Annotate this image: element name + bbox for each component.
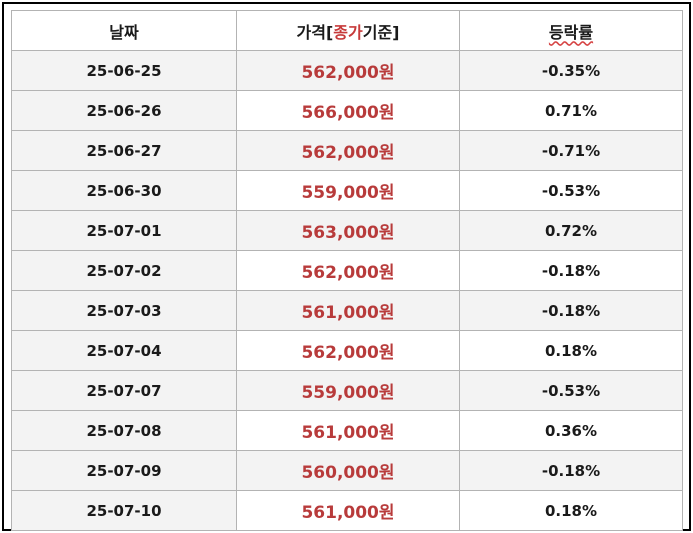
cell-date: 25-07-02 <box>11 250 237 291</box>
cell-change: -0.35% <box>459 50 683 91</box>
table-row: 25-07-07 559,000원 -0.53% <box>11 370 683 411</box>
table-row: 25-07-02 562,000원 -0.18% <box>11 250 683 291</box>
cell-change: 0.18% <box>459 330 683 371</box>
table-row: 25-07-08 561,000원 0.36% <box>11 410 683 451</box>
cell-date: 25-06-30 <box>11 170 237 211</box>
cell-price: 561,000원 <box>236 490 460 531</box>
header-date: 날짜 <box>11 10 237 51</box>
cell-date: 25-06-25 <box>11 50 237 91</box>
cell-date: 25-07-07 <box>11 370 237 411</box>
cell-change: 0.72% <box>459 210 683 251</box>
cell-price: 560,000원 <box>236 450 460 491</box>
cell-price: 559,000원 <box>236 370 460 411</box>
header-change: 등락률 <box>459 10 683 51</box>
cell-price: 562,000원 <box>236 330 460 371</box>
table-row: 25-07-04 562,000원 0.18% <box>11 330 683 371</box>
table-row: 25-07-03 561,000원 -0.18% <box>11 290 683 331</box>
table-row: 25-07-10 561,000원 0.18% <box>11 490 683 531</box>
header-price-accent: 종가 <box>333 22 363 42</box>
cell-date: 25-06-26 <box>11 90 237 131</box>
cell-date: 25-06-27 <box>11 130 237 171</box>
header-price-prefix: 가격[ <box>296 22 334 42</box>
cell-price: 562,000원 <box>236 50 460 91</box>
cell-change: 0.36% <box>459 410 683 451</box>
cell-price: 559,000원 <box>236 170 460 211</box>
header-change-label: 등락률 <box>548 22 594 42</box>
cell-change: -0.53% <box>459 370 683 411</box>
table-row: 25-06-25 562,000원 -0.35% <box>11 50 683 91</box>
cell-date: 25-07-03 <box>11 290 237 331</box>
table-row: 25-06-26 566,000원 0.71% <box>11 90 683 131</box>
cell-date: 25-07-04 <box>11 330 237 371</box>
table-row: 25-06-30 559,000원 -0.53% <box>11 170 683 211</box>
cell-date: 25-07-08 <box>11 410 237 451</box>
cell-date: 25-07-10 <box>11 490 237 531</box>
cell-price: 562,000원 <box>236 130 460 171</box>
table-row: 25-07-09 560,000원 -0.18% <box>11 450 683 491</box>
cell-change: -0.53% <box>459 170 683 211</box>
cell-change: 0.18% <box>459 490 683 531</box>
header-row: 날짜 가격[종가기준] 등락률 <box>11 10 683 51</box>
cell-change: -0.18% <box>459 290 683 331</box>
cell-price: 561,000원 <box>236 410 460 451</box>
table-row: 25-06-27 562,000원 -0.71% <box>11 130 683 171</box>
price-table: 날짜 가격[종가기준] 등락률 25-06-25 562,000원 -0.35% 25… <box>11 10 683 531</box>
cell-price: 562,000원 <box>236 250 460 291</box>
cell-date: 25-07-09 <box>11 450 237 491</box>
cell-date: 25-07-01 <box>11 210 237 251</box>
cell-change: -0.18% <box>459 450 683 491</box>
header-price: 가격[종가기준] <box>236 10 460 51</box>
cell-change: 0.71% <box>459 90 683 131</box>
cell-change: -0.18% <box>459 250 683 291</box>
cell-price: 566,000원 <box>236 90 460 131</box>
cell-price: 561,000원 <box>236 290 460 331</box>
cell-price: 563,000원 <box>236 210 460 251</box>
header-price-suffix: 기준] <box>362 22 400 42</box>
cell-change: -0.71% <box>459 130 683 171</box>
table-row: 25-07-01 563,000원 0.72% <box>11 210 683 251</box>
